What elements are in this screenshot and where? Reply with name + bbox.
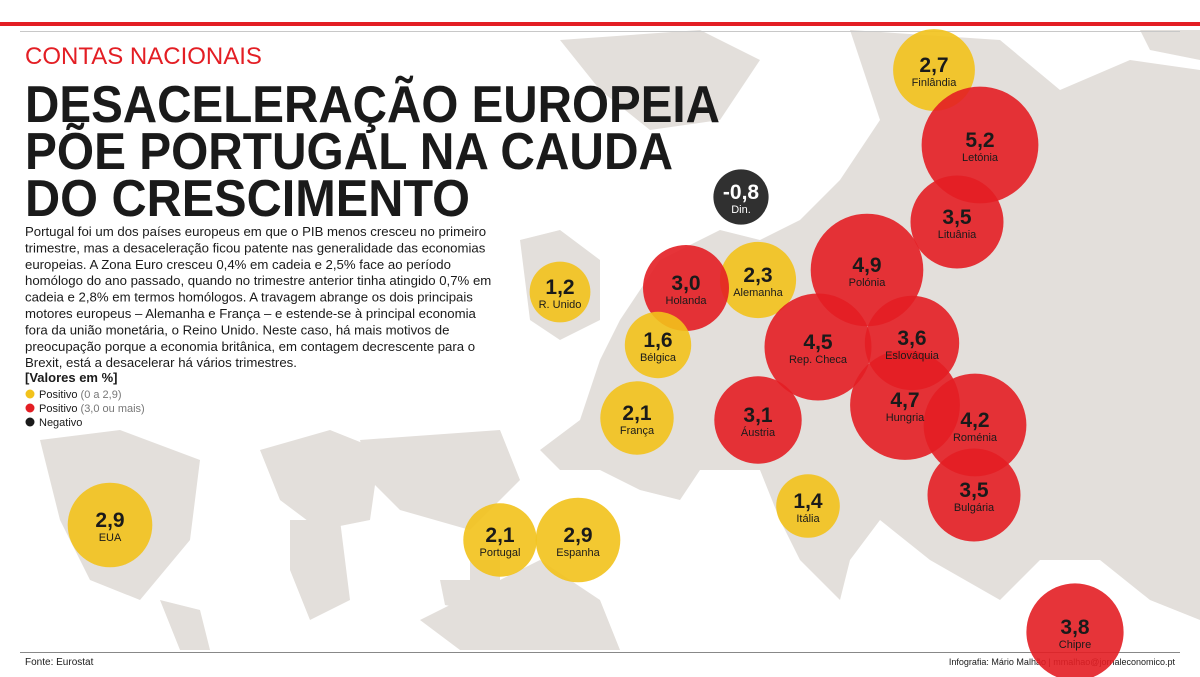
country-label: R. Unido [539,299,582,311]
value-label: 3,8 [1060,616,1090,639]
value-label: 3,5 [942,206,972,229]
bubble [624,311,692,379]
legend-name: Positivo [39,403,78,415]
legend-range: (0 a 2,9) [81,389,122,401]
unit-note: [Valores em %] [25,370,118,385]
value-label: 1,2 [545,276,574,299]
country-label: Portugal [480,547,521,559]
country-label: Roménia [953,432,998,444]
source: Fonte: Eurostat [25,657,94,668]
bubble [910,175,1004,269]
bubble [535,497,621,583]
bubble [923,373,1027,477]
value-label: 4,5 [803,331,833,354]
bubble [643,245,729,331]
bubble [719,241,797,319]
value-label: 1,6 [643,329,672,352]
body-text: Brexit, está a desacelerar há vários tri… [25,355,297,370]
country-label: Letónia [962,152,999,164]
legend-name: Positivo [39,389,78,401]
bubble [776,474,840,538]
value-label: -0,8 [723,181,760,204]
title-line: DO CRESCIMENTO [25,170,470,228]
legend-label: Positivo (3,0 ou mais) [39,403,145,415]
value-label: 2,9 [563,524,592,547]
value-label: 4,9 [852,254,881,277]
bubble [921,86,1039,204]
value-label: 2,7 [919,54,948,77]
bubble [927,448,1021,542]
value-label: 3,5 [959,479,989,502]
title-line: DESACELERAÇÃO EUROPEIA [25,75,720,134]
bubble [67,482,153,568]
body-text: trimestre, mas a desaceleração ficou pat… [25,240,486,255]
value-label: 3,6 [897,327,926,350]
country-label: Chipre [1059,639,1091,651]
bubble [463,503,537,577]
value-label: 2,9 [95,509,124,532]
top-rule [0,22,1200,26]
country-label: Hungria [886,412,925,424]
top-rule-thin [20,31,1180,32]
legend-label: Positivo (0 a 2,9) [39,389,122,401]
value-label: 2,1 [622,402,652,425]
country-label: EUA [99,532,122,544]
body-text: europeias. A Zona Euro cresceu 0,4% em c… [25,257,451,272]
kicker: CONTAS NACIONAIS [25,43,262,70]
value-label: 4,7 [890,389,919,412]
country-label: Bulgária [954,502,995,514]
bubbles [67,29,1124,677]
bubble [764,293,872,401]
bubble [893,29,975,111]
body-text: cadeia e 2,8% em termos homólogos. A tra… [25,290,473,305]
country-label: França [620,425,655,437]
title-line: PÕE PORTUGAL NA CAUDA [25,122,673,181]
bubble [713,169,769,225]
legend-swatch [25,403,35,413]
body-text: motores europeus – Alemanha e França – e… [25,306,477,321]
country-label: Itália [796,513,820,525]
legend-name: Negativo [39,417,82,429]
legend-swatch [25,389,35,399]
bubble [529,261,591,323]
body-text: fora da união monetária, o Reino Unido. … [25,322,449,337]
value-label: 2,1 [485,524,515,547]
value-label: 3,1 [743,404,773,427]
country-label: Din. [731,204,751,216]
legend-swatch [25,417,35,427]
country-label: Holanda [666,295,708,307]
value-label: 5,2 [965,129,994,152]
value-label: 4,2 [960,409,989,432]
value-label: 1,4 [793,490,823,513]
body-text: preocupação porque a economia britânica,… [25,339,475,354]
bubble [714,376,802,464]
bubble [600,381,674,455]
country-label: Finlândia [912,77,958,89]
bubble [1026,583,1124,677]
country-label: Lituânia [938,229,977,241]
country-label: Eslováquia [885,350,940,362]
country-label: Espanha [556,547,600,559]
value-label: 3,0 [671,272,700,295]
country-label: Alemanha [733,287,783,299]
country-label: Polónia [849,277,887,289]
legend-label: Negativo [39,417,82,429]
country-label: Áustria [741,426,776,439]
body-text: Portugal foi um dos países europeus em q… [25,224,486,239]
legend-range: (3,0 ou mais) [81,403,145,415]
country-label: Rep. Checa [789,354,848,366]
bottom-rule [20,652,1180,653]
body-text: homólogo do ano passado, quando no trime… [25,273,491,288]
country-label: Bélgica [640,352,677,364]
value-label: 2,3 [743,264,772,287]
